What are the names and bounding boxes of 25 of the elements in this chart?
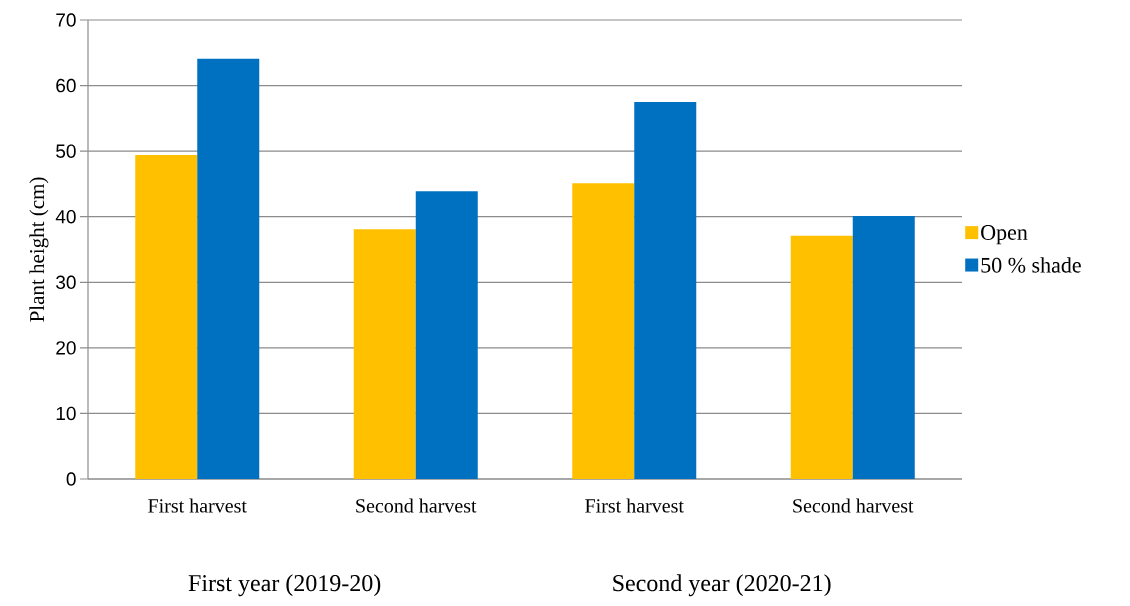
x-tick-label: Second harvest [793,498,914,513]
bar [197,58,260,479]
y-tick-label: 30 [56,275,76,290]
bar [790,235,853,479]
bar [572,183,635,479]
text: First year (2019-20) [188,574,381,597]
x-tick-label: First harvest [585,498,684,513]
y-tick-label: 70 [56,13,76,27]
y-tick-label: 0 [66,472,76,486]
y-tick-label: 10 [56,406,76,421]
y-axis-title: Plant height (cm) [29,177,49,322]
bar [415,191,478,479]
legend-label: 50 % shade [981,257,1081,273]
x-tick-label: First harvest [148,498,247,513]
bar [353,229,416,479]
text: Second year (2020-21) [613,574,831,597]
bar [852,216,915,479]
y-tick-label: 40 [55,209,76,224]
bar [135,155,198,479]
y-tick-label: 50 [56,144,76,158]
y-tick-label: 20 [56,341,76,355]
legend-label: Open [981,225,1028,245]
y-tick-label: 60 [56,78,76,93]
bar [634,101,697,479]
x-tick-label: Second harvest [356,498,477,513]
